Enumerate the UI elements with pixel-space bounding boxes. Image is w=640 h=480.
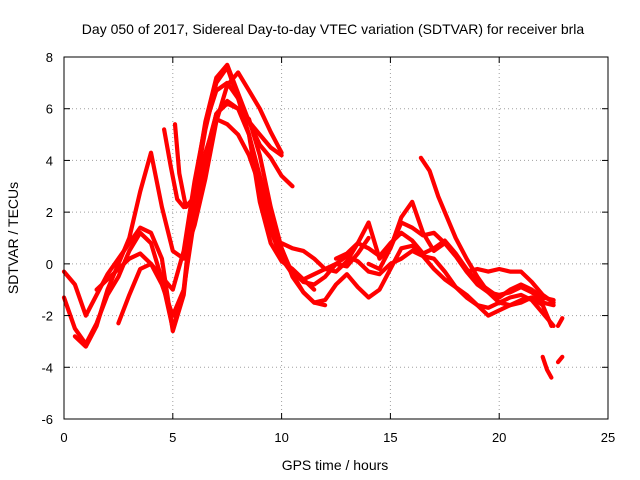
series-arc-12 — [418, 155, 554, 328]
chart-title: Day 050 of 2017, Sidereal Day-to-day VTE… — [82, 21, 585, 37]
x-tick-label: 20 — [492, 430, 506, 445]
series-arc-9 — [279, 220, 545, 303]
y-tick-label: -4 — [41, 360, 53, 375]
series-arc-4 — [94, 80, 317, 292]
series-arc-10 — [333, 230, 556, 303]
series-arc-7 — [172, 116, 556, 328]
y-axis-label: SDTVAR / TECUs — [5, 182, 21, 294]
series-arc-15 — [555, 354, 565, 365]
tick-layer: 0 5 10 15 20 25 -6 -4 -2 0 2 4 6 8 — [41, 50, 615, 445]
plot-frame — [63, 56, 609, 420]
y-tick-label: 6 — [46, 102, 53, 117]
series-arc-14 — [555, 316, 565, 328]
y-tick-label: 8 — [46, 50, 53, 65]
series-arc-8 — [268, 215, 556, 318]
series-arc-13 — [540, 354, 554, 380]
x-tick-label: 10 — [274, 430, 288, 445]
y-tick-label: -2 — [41, 309, 53, 324]
x-tick-label: 0 — [60, 430, 67, 445]
series-arc-3 — [72, 70, 284, 349]
series-arc-11 — [366, 199, 556, 305]
y-tick-label: 0 — [46, 257, 53, 272]
x-axis-label: GPS time / hours — [282, 457, 389, 473]
x-tick-label: 25 — [601, 430, 615, 445]
y-tick-label: 4 — [46, 153, 53, 168]
series-arc-5 — [116, 101, 328, 326]
y-tick-label: -6 — [41, 412, 53, 427]
x-tick-label: 5 — [169, 430, 176, 445]
y-tick-label: 2 — [46, 205, 53, 220]
series-layer — [61, 62, 565, 380]
x-tick-label: 15 — [383, 430, 397, 445]
